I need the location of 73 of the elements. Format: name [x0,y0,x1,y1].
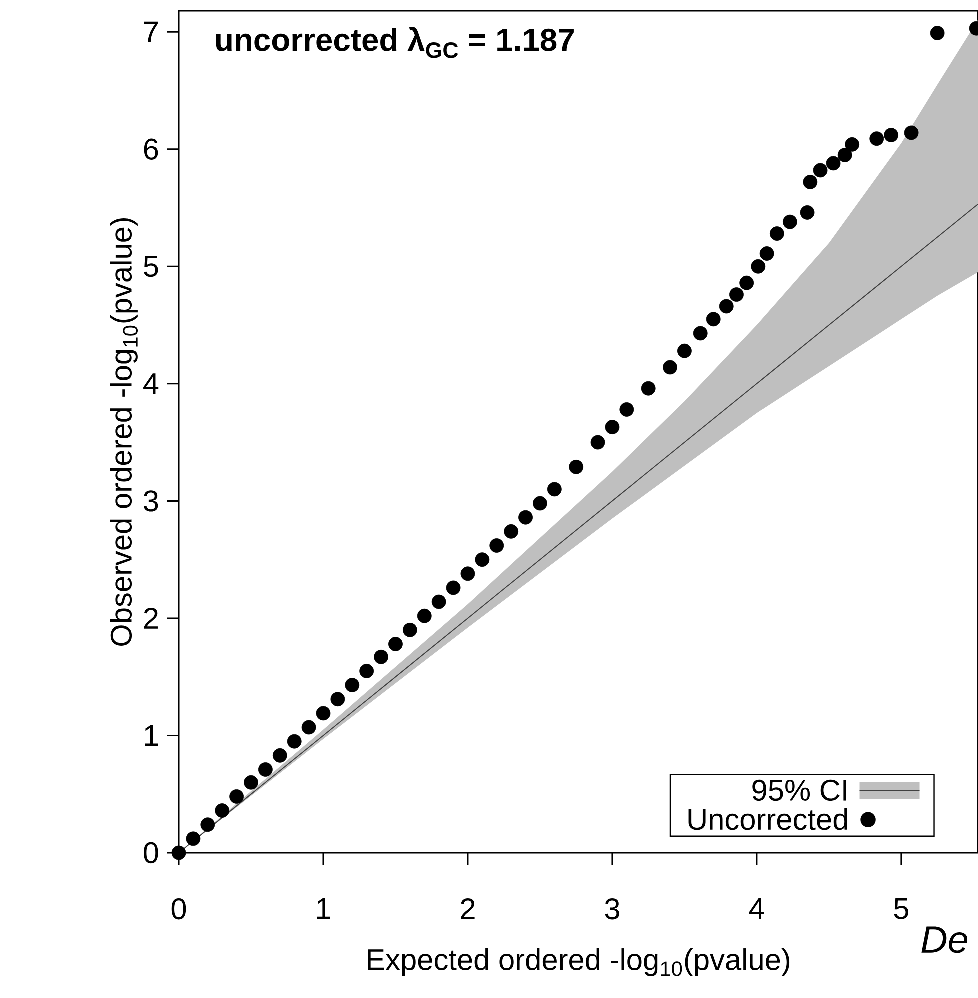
point [446,580,461,596]
x-axis-title: Expected ordered -log$_{10}$(pvalue) [368,948,790,976]
point [870,132,884,146]
y-tick-label: 6 [144,138,158,160]
point [345,678,360,692]
annotation: uncorrected λ$_{GC}$ = 1.187 [216,27,574,58]
y-tick-label: 3 [144,490,158,512]
point [186,832,201,846]
point [172,846,186,860]
legend-label: 95% CI [752,780,846,802]
point [663,360,678,375]
point [330,692,346,707]
point [518,510,533,525]
legend-label: Uncorrected [688,808,848,830]
point [803,175,818,190]
y-tick-label: 2 [144,608,158,629]
point [826,156,841,171]
point [475,552,490,568]
point [302,720,316,735]
point [244,775,258,790]
point [287,734,302,749]
point [402,622,418,638]
point [641,381,656,396]
point [813,163,828,178]
point [590,435,606,450]
point [504,524,519,539]
point [760,246,774,261]
point [693,326,708,341]
point [730,288,744,302]
point [605,420,620,435]
x-tick-label: 5 [894,898,908,920]
point [620,402,634,417]
x-tick-label: 3 [605,898,620,920]
point [432,594,446,610]
point [417,608,432,624]
point [884,128,899,142]
point [838,148,852,162]
point [678,344,692,358]
point [272,748,288,763]
point [533,496,548,511]
x-tick-label: 0 [172,898,186,920]
y-tick-label: 7 [144,22,158,42]
point [374,650,388,664]
point [490,538,504,553]
point [360,664,374,678]
point [719,299,734,314]
point [751,259,766,274]
x-tick-label: 4 [749,898,764,920]
point [258,762,273,777]
y-axis-title: Observed ordered -log$_{10}$(pvalue) [110,218,138,646]
point [770,226,784,242]
point [706,312,721,327]
y-tick-label: 4 [144,374,159,394]
point [782,214,798,230]
x-tick-label: 2 [461,898,475,920]
point [460,566,476,582]
x-tick-label: 1 [317,898,330,920]
point [547,482,562,497]
point [230,790,244,804]
point [904,126,919,140]
point [800,206,815,220]
point [845,137,860,152]
point [388,637,403,652]
point [215,804,230,818]
point [316,706,331,721]
point [200,818,216,832]
y-tick-label: 1 [145,725,158,746]
point [569,460,584,474]
point [930,26,945,40]
y-tick-label: 0 [144,842,158,864]
y-tick-label: 5 [144,256,158,278]
point [740,276,754,290]
text: De [922,926,968,954]
